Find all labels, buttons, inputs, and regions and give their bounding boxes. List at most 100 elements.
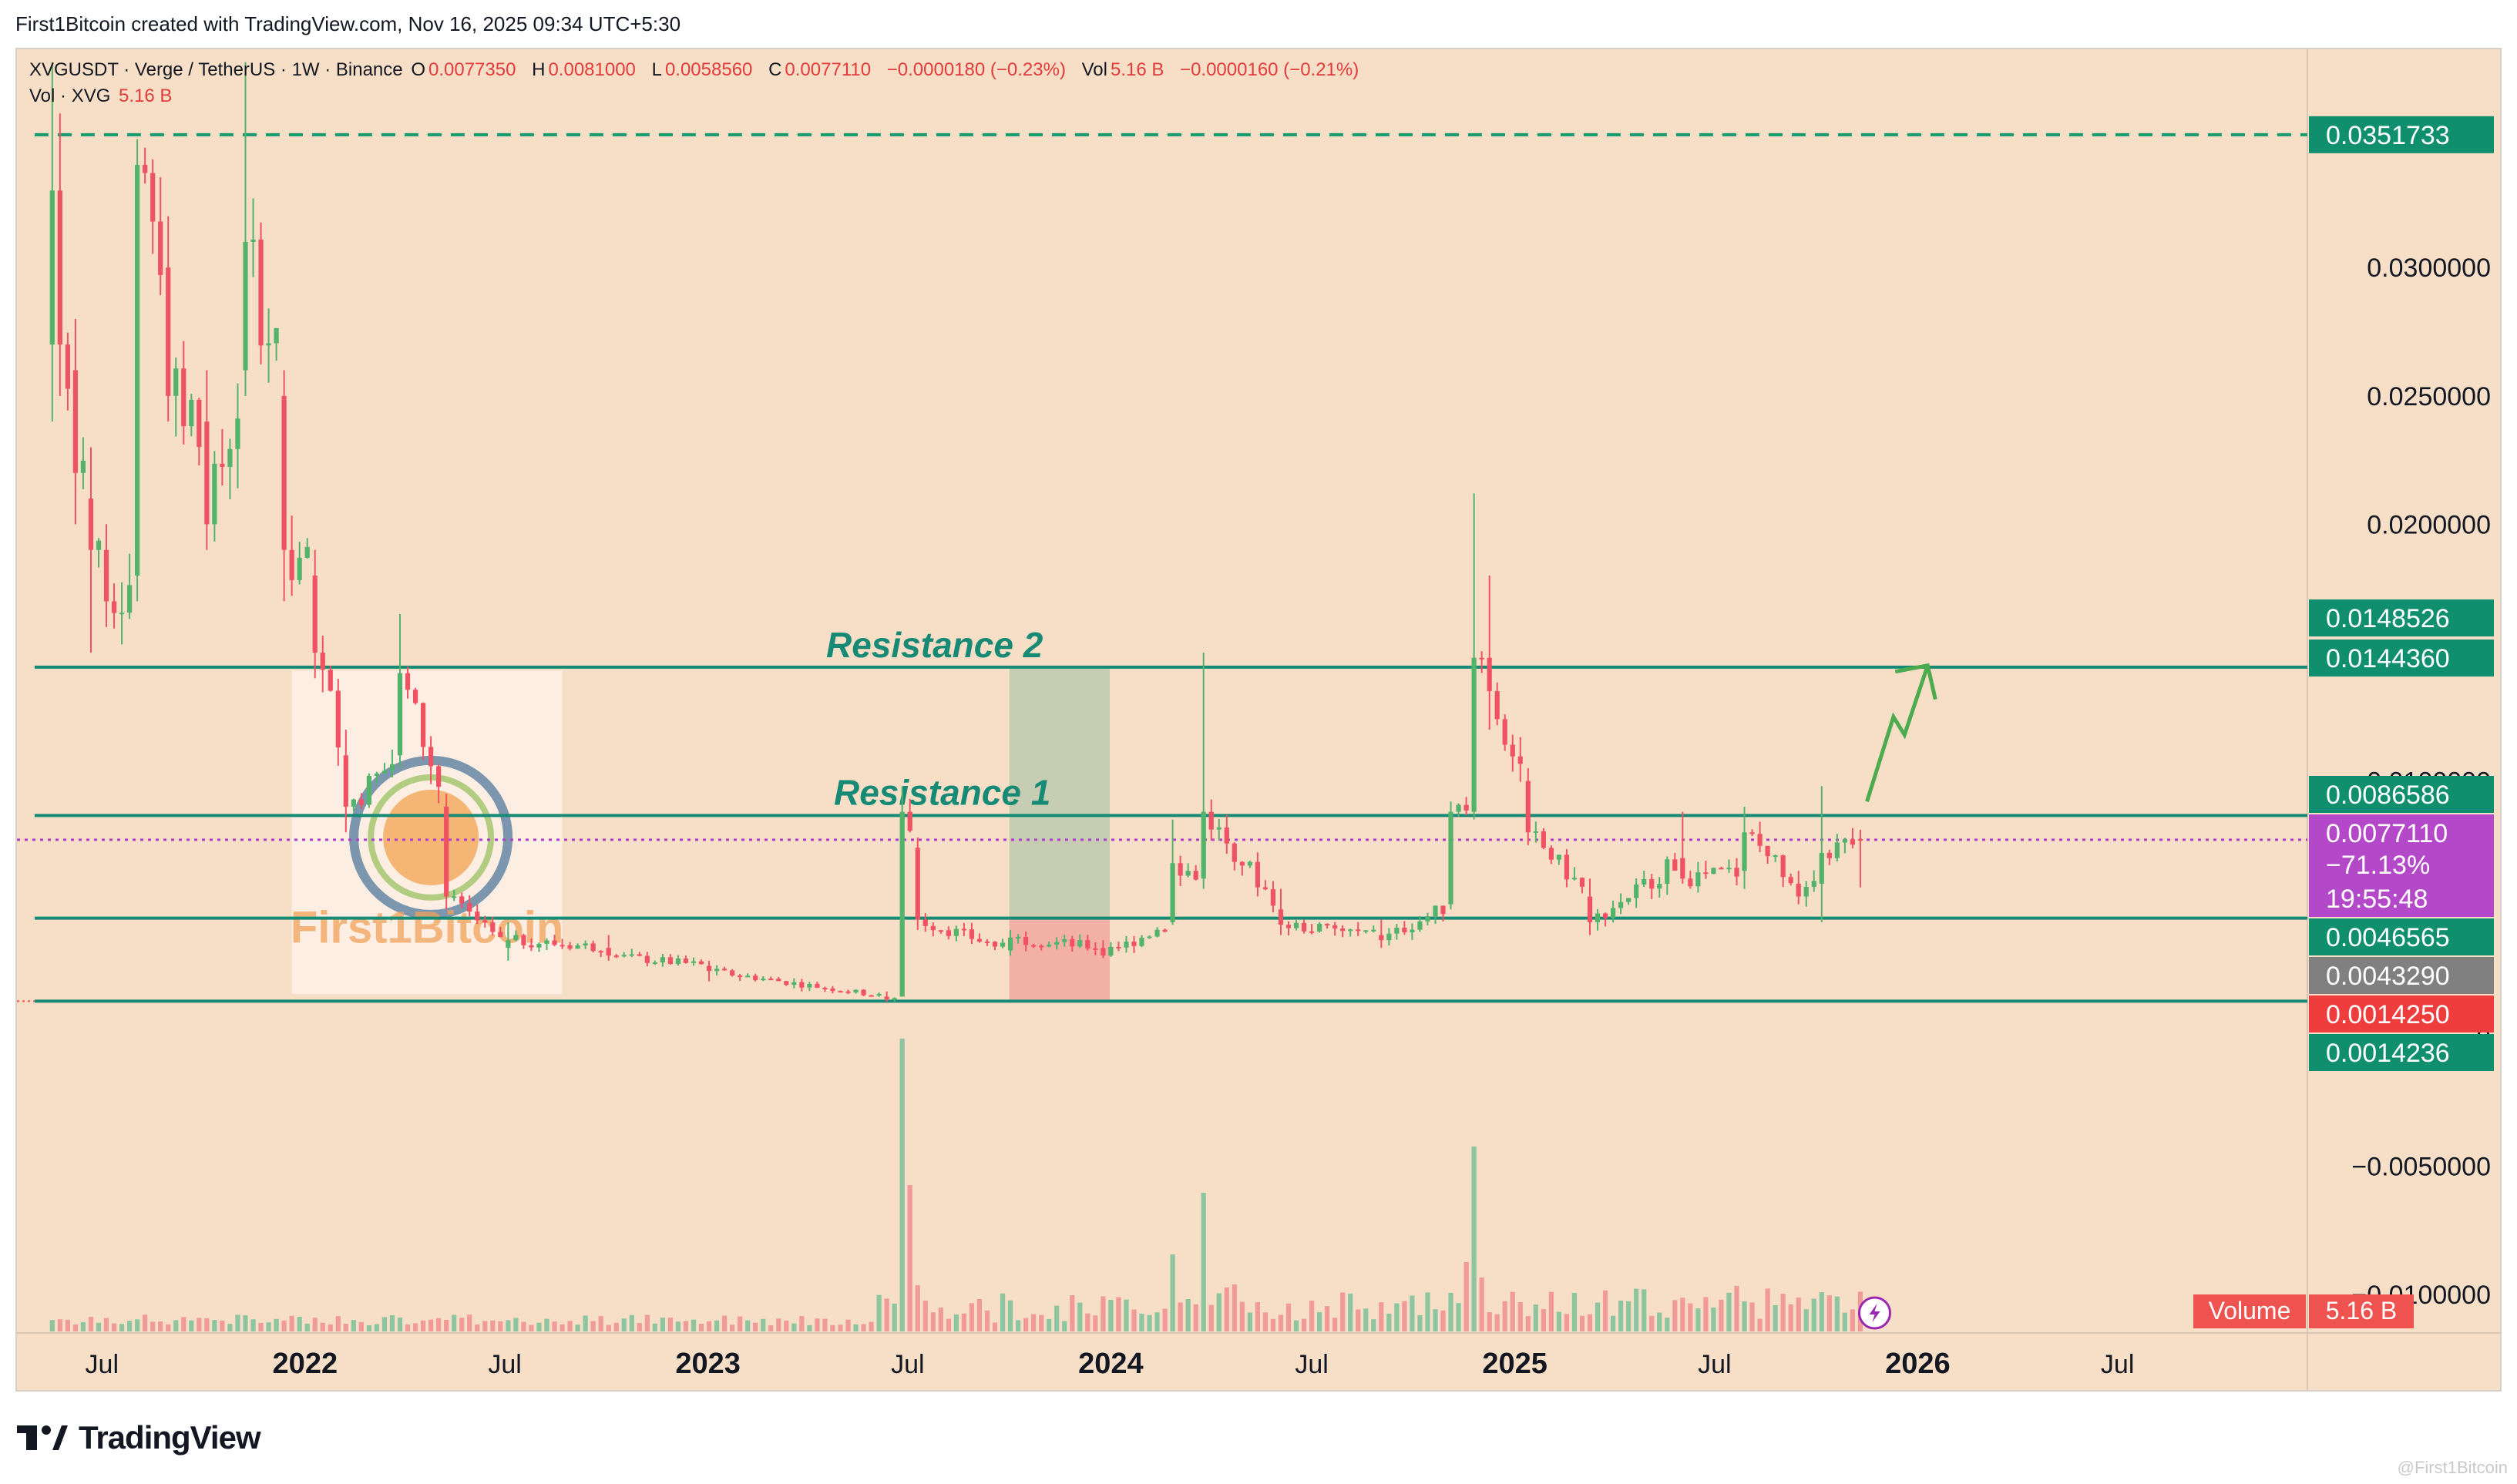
candle-body xyxy=(436,766,442,787)
volume-bar xyxy=(436,1318,442,1331)
volume-bar xyxy=(1185,1299,1191,1331)
candle-body xyxy=(1665,859,1670,885)
candle-body xyxy=(1278,909,1284,925)
lightning-glyph xyxy=(1869,1304,1880,1322)
volume-bar xyxy=(490,1320,496,1331)
candle-body xyxy=(1410,929,1415,933)
candle-body xyxy=(768,979,774,981)
price-badge[interactable]: 0.0148526 xyxy=(2309,599,2494,636)
candle-body xyxy=(598,951,603,953)
position-stop-zone[interactable] xyxy=(1009,919,1110,1002)
volume-bar xyxy=(683,1321,689,1331)
volume-bar xyxy=(698,1324,704,1331)
volume-bar xyxy=(1139,1313,1144,1331)
candle-body xyxy=(1309,931,1315,933)
candlestick-chart[interactable]: First1Bitcoin Resistance 2 Resistance 1 0.0… xyxy=(17,49,2500,1390)
candle-body xyxy=(1556,854,1562,860)
price-badge[interactable]: 0.0014250 xyxy=(2309,995,2494,1032)
price-badge[interactable]: 0.0351733 xyxy=(2309,116,2494,153)
candle-body xyxy=(143,164,148,173)
candle-body xyxy=(838,991,843,993)
candle-body xyxy=(552,940,557,945)
candle-body xyxy=(776,979,781,982)
candle-body xyxy=(1602,913,1608,918)
projection-arrow[interactable] xyxy=(1865,664,1930,803)
volume-bar xyxy=(335,1316,341,1331)
candle-body xyxy=(807,983,812,988)
candle-body xyxy=(1688,878,1693,887)
tradingview-logo[interactable]: TradingView xyxy=(17,1415,261,1461)
volume-bar xyxy=(583,1315,588,1331)
resistance-2-label[interactable]: Resistance 2 xyxy=(826,625,1043,665)
candle-body xyxy=(869,995,874,997)
legend-symbol[interactable]: XVGUSDT · Verge / TetherUS · 1W · Binanc… xyxy=(29,59,403,80)
volume-badge[interactable]: Volume 5.16 B xyxy=(2193,1294,2414,1328)
legend-vol-value: 5.16 B xyxy=(1110,59,1164,80)
volume-bar xyxy=(930,1312,936,1331)
candle-body xyxy=(1178,863,1183,876)
candle-body xyxy=(536,943,542,948)
price-badge[interactable]: 19:55:48 xyxy=(2309,880,2494,917)
candle-body xyxy=(72,370,79,473)
volume-bar xyxy=(721,1315,728,1331)
position-target-zone[interactable] xyxy=(1009,668,1110,920)
volume-bar xyxy=(1487,1312,1492,1331)
candle-body xyxy=(984,941,990,943)
candle-body xyxy=(343,755,348,807)
candle-body xyxy=(1842,839,1847,843)
volume-bar xyxy=(135,1319,140,1331)
price-badge[interactable]: 0.0014236 xyxy=(2309,1034,2494,1071)
volume-bar xyxy=(992,1322,998,1331)
candle-body xyxy=(1316,923,1322,932)
candle-body xyxy=(1085,940,1090,948)
resistance-1-label[interactable]: Resistance 1 xyxy=(834,772,1050,812)
price-badge[interactable]: 0.0144360 xyxy=(2309,640,2494,677)
volume-bar xyxy=(482,1321,488,1331)
candle-body xyxy=(1440,905,1446,915)
volume-bar xyxy=(197,1318,202,1331)
legend-high-value: 0.0081000 xyxy=(548,59,636,80)
price-badge[interactable]: 0.0077110 xyxy=(2309,814,2494,851)
volume-bar xyxy=(1672,1300,1678,1331)
candle-body xyxy=(49,190,55,345)
price-badge-bg xyxy=(2309,814,2494,851)
volume-badge-label: Volume xyxy=(2209,1297,2291,1325)
candle-body xyxy=(281,395,287,550)
volume-bar xyxy=(853,1324,859,1331)
candle-body xyxy=(389,764,395,771)
volume-bar xyxy=(150,1321,156,1331)
candle-body xyxy=(1634,884,1639,898)
price-badge[interactable]: −71.13% xyxy=(2309,846,2494,883)
candle-body xyxy=(1093,948,1098,950)
candle-body xyxy=(1162,929,1168,932)
volume-bar xyxy=(1178,1302,1183,1331)
volume-bar xyxy=(1007,1300,1013,1331)
candle-body xyxy=(1742,832,1747,871)
volume-bar xyxy=(1340,1292,1346,1331)
volume-bar xyxy=(513,1318,519,1331)
candle-body xyxy=(1363,930,1369,932)
candle-body xyxy=(1857,839,1863,841)
candle-body xyxy=(613,955,619,958)
volume-bar xyxy=(1270,1318,1276,1331)
candle-body xyxy=(815,983,820,988)
volume-bar xyxy=(753,1322,758,1331)
volume-bar xyxy=(822,1318,828,1331)
volume-bar xyxy=(730,1325,735,1331)
legend-volume-label[interactable]: Vol · XVG xyxy=(29,86,111,106)
volume-bar xyxy=(1533,1304,1538,1331)
volume-bar xyxy=(1394,1303,1400,1331)
price-badge[interactable]: 0.0043290 xyxy=(2309,957,2494,994)
price-badge[interactable]: 0.0046565 xyxy=(2309,918,2494,955)
chart-area[interactable]: First1Bitcoin Resistance 2 Resistance 1 0.0… xyxy=(15,48,2502,1392)
price-badge[interactable]: 0.0086586 xyxy=(2309,776,2494,813)
volume-bar xyxy=(1070,1295,1075,1331)
legend-ohlc-row: XVGUSDT · Verge / TetherUS · 1W · Binanc… xyxy=(29,57,1369,83)
x-tick-label: 2024 xyxy=(1078,1348,1144,1380)
volume-bar xyxy=(1232,1284,1237,1331)
candle-body xyxy=(714,969,720,972)
volume-bar xyxy=(1525,1316,1531,1331)
candle-body xyxy=(822,987,828,989)
candle-body xyxy=(428,747,434,767)
candle-body xyxy=(80,460,86,473)
